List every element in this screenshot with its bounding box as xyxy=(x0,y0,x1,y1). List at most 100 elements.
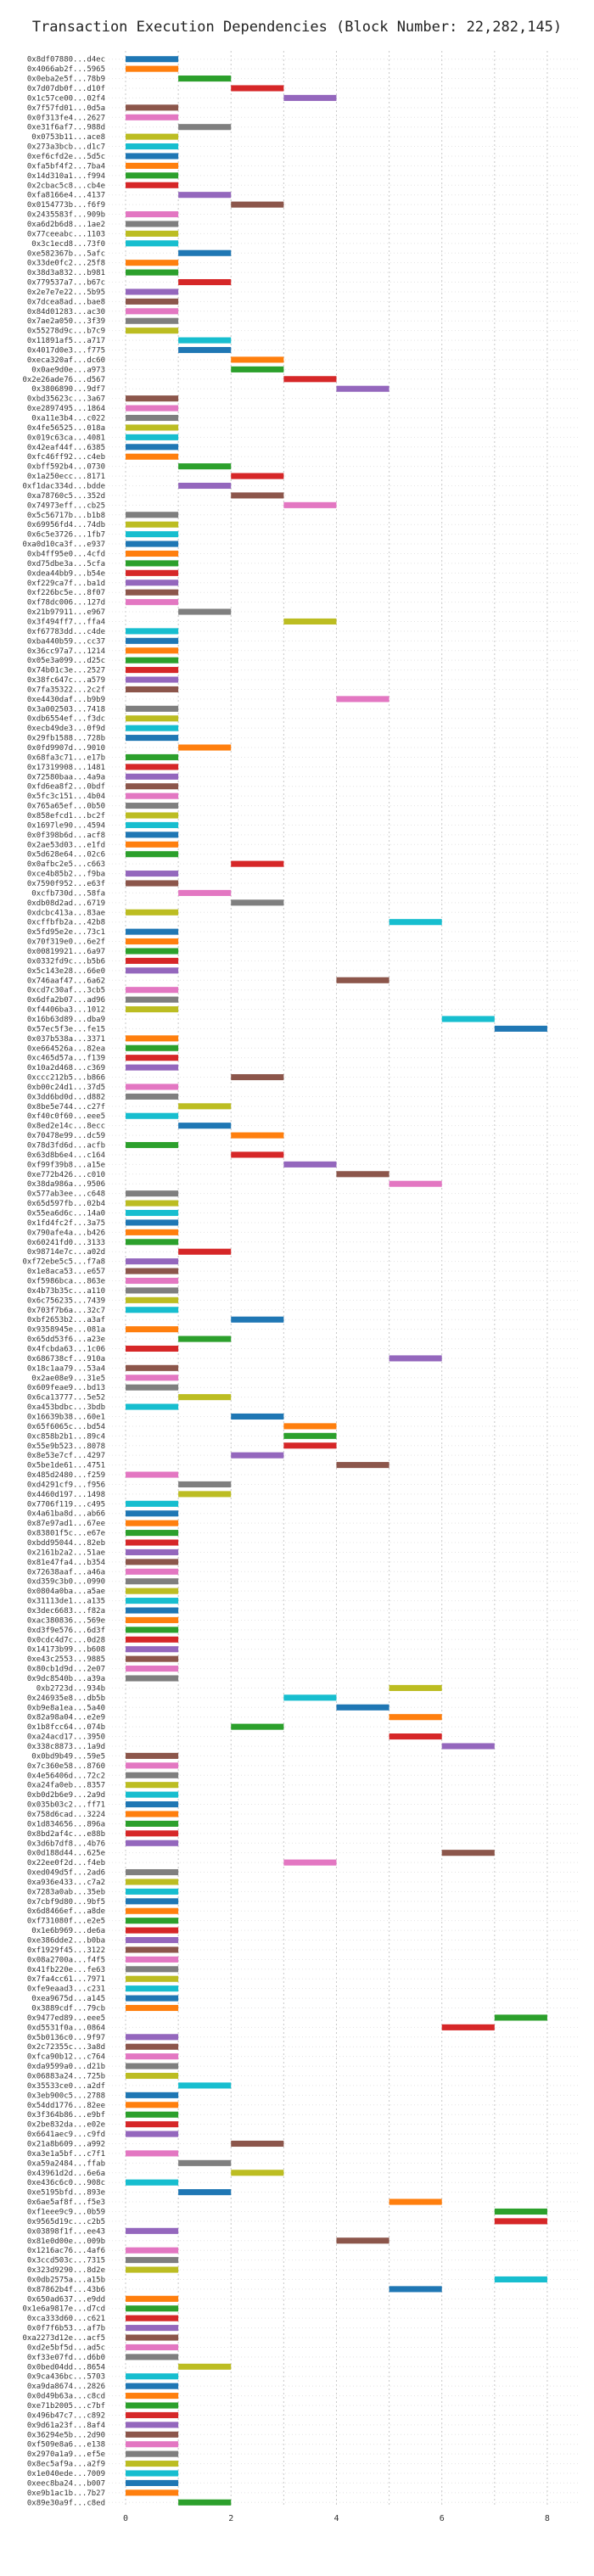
y-tick-label: 0x779537a7...b67c xyxy=(27,279,105,288)
transaction-bar xyxy=(126,1868,179,1876)
y-tick-label: 0x72638aaf...a46a xyxy=(27,1568,105,1576)
y-tick-label: 0xea9675d...a145 xyxy=(31,1995,105,2003)
transaction-bar xyxy=(126,1946,179,1953)
transaction-bar xyxy=(126,812,179,819)
y-tick-label: 0x22ee0f2d...f4eb xyxy=(27,1859,105,1868)
x-tick-label: 4 xyxy=(333,2514,339,2523)
y-tick-label: 0x0db2575a...a15b xyxy=(27,2276,105,2284)
transaction-bar xyxy=(336,977,389,983)
transaction-bar xyxy=(126,328,179,334)
y-tick-label: 0xc858b2b1...89c4 xyxy=(27,1432,105,1441)
y-tick-label: 0xb0d2b6e9...2a9d xyxy=(27,1791,105,1800)
y-tick-label: 0x6ca13777...5e52 xyxy=(27,1394,105,1403)
y-tick-label: 0xfa8166e4...4137 xyxy=(27,192,105,200)
transaction-bar xyxy=(126,2063,179,2069)
transaction-bar xyxy=(126,1830,179,1837)
transaction-bar xyxy=(231,356,284,363)
y-tick-label: 0x4017d0e3...f775 xyxy=(27,347,105,356)
y-tick-label: 0xf67783dd...c4de xyxy=(27,628,105,636)
y-tick-label: 0xdb6554ef...f3dc xyxy=(27,715,105,724)
transaction-bar xyxy=(389,1684,442,1691)
y-tick-label: 0xf731080f...e2e5 xyxy=(27,1918,105,1926)
y-tick-label: 0x0753b11...ace8 xyxy=(31,133,105,142)
y-tick-label: 0x78d3fd6d...acfb xyxy=(27,1142,105,1151)
transaction-bar xyxy=(178,608,232,615)
y-tick-label: 0xd359c3b0...0990 xyxy=(27,1578,105,1587)
y-tick-label: 0x6ae5af8f...f5e3 xyxy=(27,2198,105,2207)
transaction-bar xyxy=(126,1559,179,1565)
y-tick-label: 0x21b97911...e967 xyxy=(27,608,105,617)
transaction-bar xyxy=(126,1277,179,1285)
y-tick-label: 0x6dfa2b07...ad96 xyxy=(27,996,105,1005)
transaction-bar xyxy=(126,1035,179,1042)
transaction-bar xyxy=(441,1016,495,1022)
transaction-bar xyxy=(178,76,232,82)
transaction-bar xyxy=(126,821,179,828)
y-tick-label: 0xa3e1a5bf...c7f1 xyxy=(27,2150,105,2159)
transaction-bar xyxy=(231,492,284,499)
y-tick-label: 0x037b538a...3371 xyxy=(27,1035,105,1044)
y-tick-label: 0xba440b59...cc37 xyxy=(27,637,105,646)
transaction-bar xyxy=(126,172,179,179)
transaction-bar xyxy=(126,2431,179,2438)
y-tick-label: 0xb00c24d1...37d5 xyxy=(27,1084,105,1092)
y-tick-label: 0x63d8b6e4...c164 xyxy=(27,1151,105,1160)
transaction-bar xyxy=(389,2286,442,2293)
transaction-bar xyxy=(126,2266,179,2273)
transaction-bar xyxy=(126,1112,179,1119)
transaction-bar xyxy=(126,2034,179,2041)
transaction-bar xyxy=(389,1733,442,1740)
transaction-bar xyxy=(231,1151,284,1158)
y-tick-label: 0xd3f9e576...6d3f xyxy=(27,1627,105,1635)
transaction-bar xyxy=(126,1762,179,1769)
transaction-bar xyxy=(126,1568,179,1575)
y-tick-label: 0x14173b99...b608 xyxy=(27,1646,105,1655)
transaction-bar xyxy=(126,2227,179,2234)
transaction-bar xyxy=(126,143,179,150)
y-tick-label: 0xfd6ea8f2...0bdf xyxy=(27,783,105,792)
transaction-bar xyxy=(126,1782,179,1789)
y-tick-label: 0x2be832da...e02e xyxy=(27,2121,105,2130)
transaction-bar xyxy=(126,1666,179,1672)
y-tick-label: 0x3f494ff7...ffa4 xyxy=(27,618,105,626)
y-tick-label: 0xe31f6af7...988d xyxy=(27,124,105,132)
y-tick-label: 0x2161b2a2...51ae xyxy=(27,1548,105,1557)
transaction-bar xyxy=(126,1258,179,1265)
transaction-bar xyxy=(126,792,179,799)
y-tick-label: 0x70f319e0...6e2f xyxy=(27,938,105,947)
y-tick-label: 0x7d07db0f...d10f xyxy=(27,85,105,93)
transaction-bar xyxy=(126,647,179,654)
y-tick-label: 0x74973eff...cb25 xyxy=(27,501,105,510)
transaction-bar xyxy=(126,288,179,295)
y-tick-label: 0x2435583f...909b xyxy=(27,211,105,220)
y-tick-label: 0x9dc8540b...a39a xyxy=(27,1675,105,1683)
y-tick-label: 0xccc212b5...b866 xyxy=(27,1074,105,1083)
y-tick-label: 0x38da986a...9506 xyxy=(27,1180,105,1189)
y-tick-label: 0xf4406ba3...1012 xyxy=(27,1006,105,1015)
transaction-bar xyxy=(231,1452,284,1459)
transaction-bar xyxy=(126,230,179,237)
y-tick-label: 0x89e30a9f...c8ed xyxy=(27,2499,105,2507)
grid-layer xyxy=(109,51,580,2507)
transaction-bar xyxy=(126,938,179,945)
transaction-bar xyxy=(126,1888,179,1895)
transaction-bar xyxy=(126,948,179,955)
y-tick-label: 0x8df07880...d4ec xyxy=(27,56,105,64)
y-tick-label: 0xa78760c5...352d xyxy=(27,492,105,501)
transaction-bar xyxy=(126,725,179,731)
y-tick-label: 0x65f6065c...bd54 xyxy=(27,1423,105,1431)
transaction-bar xyxy=(178,744,232,751)
y-tick-label: 0xb9e8a1ea...5a40 xyxy=(27,1704,105,1712)
transaction-bar xyxy=(126,637,179,644)
y-tick-label: 0x6c756235...7439 xyxy=(27,1296,105,1305)
transaction-bar xyxy=(126,841,179,848)
y-tick-label: 0x17319908...1481 xyxy=(27,764,105,772)
transaction-bar xyxy=(126,1655,179,1662)
transaction-bar xyxy=(126,2004,179,2012)
y-tick-label: 0x72580baa...4a9a xyxy=(27,773,105,781)
transaction-bar xyxy=(126,1345,179,1352)
transaction-bar xyxy=(126,240,179,247)
y-tick-label: 0x7706f119...c495 xyxy=(27,1500,105,1509)
transaction-bar xyxy=(126,1510,179,1517)
transaction-bar xyxy=(231,1316,284,1323)
